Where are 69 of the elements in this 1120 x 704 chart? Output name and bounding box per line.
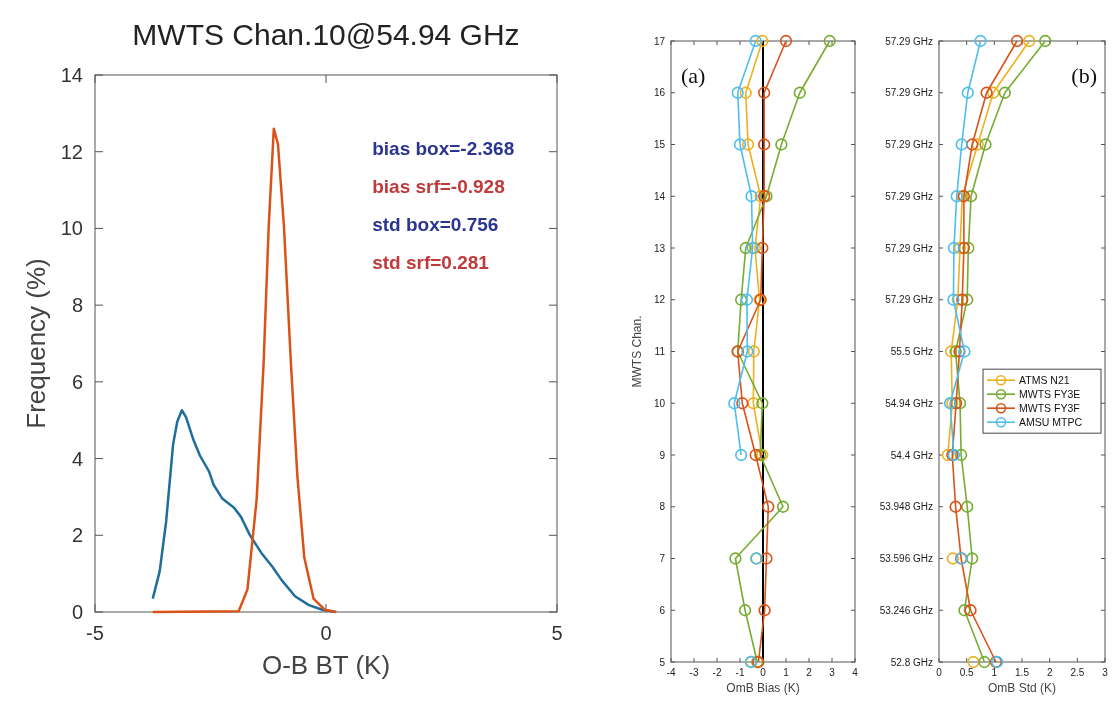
y-tick-label: 14 bbox=[653, 190, 666, 202]
y-tick-label: 57.29 GHz bbox=[885, 87, 933, 99]
x-tick-label: -1 bbox=[735, 667, 745, 678]
y-tick-label: 0 bbox=[71, 601, 83, 623]
y-tick-label: 12 bbox=[60, 140, 83, 163]
x-tick-label: 5 bbox=[551, 622, 563, 644]
x-tick-label: 0 bbox=[320, 622, 332, 644]
x-tick-label: -2 bbox=[712, 667, 722, 678]
y-tick-label: 11 bbox=[654, 346, 666, 357]
legend-label: ATMS N21 bbox=[1019, 373, 1070, 386]
y-tick-label: 53.246 GHz bbox=[879, 604, 933, 616]
x-tick-label: -5 bbox=[86, 622, 104, 644]
y-tick-label: 13 bbox=[653, 242, 666, 254]
y-tick-label: 57.29 GHz bbox=[885, 35, 933, 47]
y-axis-title: MWTS Chan. bbox=[630, 315, 644, 388]
annotation: (b) bbox=[1071, 63, 1097, 88]
y-axis-title: Frequency (%) bbox=[21, 258, 51, 429]
x-tick-label: 1 bbox=[991, 667, 998, 678]
y-tick-label: 9 bbox=[659, 449, 666, 461]
y-tick-label: 8 bbox=[71, 294, 83, 317]
x-tick-label: 0.5 bbox=[959, 667, 975, 678]
y-tick-label: 6 bbox=[659, 604, 666, 616]
x-tick-label: 1 bbox=[783, 667, 790, 678]
y-tick-label: 6 bbox=[71, 370, 83, 393]
x-tick-label: 3 bbox=[829, 667, 836, 678]
y-tick-label: 8 bbox=[659, 501, 666, 513]
annotation: std box=0.756 bbox=[372, 214, 499, 235]
legend-label: AMSU MTPC bbox=[1019, 415, 1083, 428]
x-tick-label: 2.5 bbox=[1070, 667, 1085, 678]
x-tick-label: 0 bbox=[760, 667, 767, 678]
x-tick-label: 0 bbox=[936, 667, 943, 678]
y-tick-label: 2 bbox=[71, 524, 83, 547]
y-tick-label: 52.8 GHz bbox=[890, 656, 933, 668]
y-tick-label: 4 bbox=[71, 447, 83, 470]
x-axis-title: OmB Bias (K) bbox=[726, 680, 800, 695]
annotation: (a) bbox=[681, 63, 706, 88]
legend-label: MWTS FY3F bbox=[1019, 401, 1080, 414]
x-tick-label: 2 bbox=[1046, 667, 1053, 678]
x-tick-label: 3 bbox=[1102, 667, 1109, 678]
y-tick-label: 5 bbox=[659, 656, 666, 668]
x-tick-label: -4 bbox=[666, 667, 676, 678]
legend-label: MWTS FY3E bbox=[1019, 387, 1081, 400]
x-tick-label: 4 bbox=[852, 667, 859, 678]
y-tick-label: 57.29 GHz bbox=[885, 242, 933, 254]
y-tick-label: 54.94 GHz bbox=[885, 397, 933, 409]
x-axis-title: OmB Std (K) bbox=[987, 680, 1057, 695]
y-tick-label: 10 bbox=[653, 397, 666, 409]
x-tick-label: -3 bbox=[689, 667, 699, 678]
y-tick-label: 57.29 GHz bbox=[885, 190, 933, 202]
annotation: bias srf=-0.928 bbox=[372, 176, 505, 197]
annotation: bias box=-2.368 bbox=[372, 138, 515, 159]
y-tick-label: 10 bbox=[60, 217, 83, 240]
y-tick-label: 7 bbox=[659, 553, 666, 564]
x-tick-label: 2 bbox=[806, 667, 813, 678]
x-axis-title: O-B BT (K) bbox=[261, 649, 391, 680]
y-tick-label: 53.948 GHz bbox=[879, 501, 933, 513]
y-tick-label: 15 bbox=[653, 139, 666, 150]
chart-title: MWTS Chan.10@54.94 GHz bbox=[132, 18, 520, 51]
y-tick-label: 57.29 GHz bbox=[885, 139, 933, 150]
y-tick-label: 14 bbox=[60, 64, 83, 86]
y-tick-label: 16 bbox=[653, 87, 666, 99]
y-tick-label: 57.29 GHz bbox=[885, 294, 933, 306]
y-tick-label: 53.596 GHz bbox=[879, 553, 933, 564]
x-tick-label: 1.5 bbox=[1015, 667, 1030, 678]
y-tick-label: 54.4 GHz bbox=[890, 449, 933, 461]
y-tick-label: 17 bbox=[653, 35, 666, 47]
y-tick-label: 12 bbox=[653, 294, 666, 306]
y-tick-label: 55.5 GHz bbox=[890, 346, 933, 357]
annotation: std srf=0.281 bbox=[372, 252, 490, 273]
